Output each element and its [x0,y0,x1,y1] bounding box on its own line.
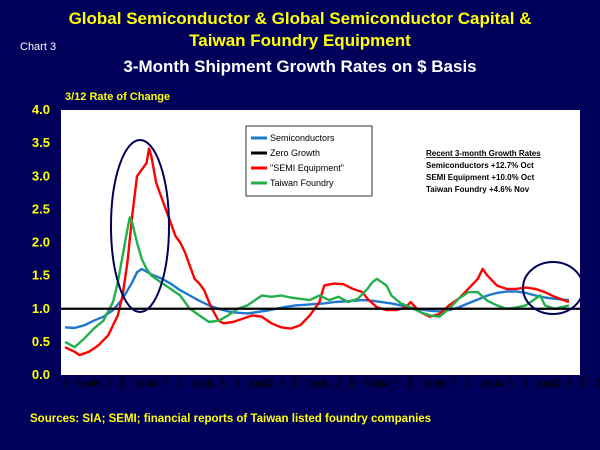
y-tick-7: 3.5 [32,135,50,150]
month-tick-2014-jul: Jul [379,377,386,386]
y-axis-label: 3/12 Rate of Change [65,91,170,103]
month-tick-2009-oct: Oct [105,378,112,388]
notes-heading: Recent 3-month Growth Rates [426,149,541,158]
notes-line-semi-equipment: SEMI Equipment +10.0% Oct [426,173,535,182]
month-tick-2010-apr: Apr [134,377,141,388]
highlight-ellipse-2018 [522,261,584,315]
month-tick-2014-oct: Oct [393,378,400,388]
month-tick-2018-jan: Jan [580,378,587,389]
notes-line-taiwan-foundry: Taiwan Foundry +4.6% Nov [426,185,530,194]
year-label-2010: 2010 [140,380,158,389]
y-tick-3: 1.5 [32,268,50,283]
highlight-ellipse-2010 [110,139,170,313]
series-layer [64,147,570,357]
month-tick-2015-apr: Apr [422,377,429,388]
month-tick-2013-jul: Jul [321,377,328,386]
series-line-1 [64,147,570,357]
month-tick-2010-oct: Oct [163,378,170,388]
year-label-2014: 2014 [371,380,389,389]
month-tick-2011-jan: Jan [177,378,184,389]
notes-line-semiconductors: Semiconductors +12.7% Oct [426,161,534,170]
year-label-2016: 2016 [486,380,504,389]
subtitle: 3-Month Shipment Growth Rates on $ Basis [123,57,476,76]
month-tick-2013-oct: Oct [336,378,343,388]
legend-label-3: Taiwan Foundry [270,178,334,188]
month-tick-2013-apr: Apr [307,377,314,388]
month-tick-2017-jul: Jul [552,377,559,386]
legend-label-1: Zero Growth [270,148,320,158]
month-tick-2015-jul: Jul [436,377,443,386]
month-tick-2011-jul: Jul [206,377,213,386]
series-line-2 [64,216,570,349]
year-label-2009: 2009 [83,380,101,389]
y-tick-4: 2.0 [32,235,50,250]
series-line-0 [64,267,570,330]
chart-number: Chart 3 [20,41,56,53]
month-tick-2009-jan: Jan [62,378,69,389]
month-tick-2012-jul: Jul [264,377,271,386]
month-tick-2015-oct: Oct [451,378,458,388]
growth-notes: Recent 3-month Growth Rates Semiconducto… [426,149,541,194]
month-tick-2014-apr: Apr [364,377,371,388]
y-tick-2: 1.0 [32,301,50,316]
y-tick-labels: 0.0 0.5 1.0 1.5 2.0 2.5 3.0 3.5 4.0 [32,102,50,382]
year-label-2017: 2017 [543,380,561,389]
month-tick-2010-jan: Jan [120,378,127,389]
legend-label-2: "SEMI Equipment" [270,163,344,173]
month-tick-2013-jan: Jan [292,378,299,389]
month-tick-2012-apr: Apr [249,377,256,388]
month-tick-2017-oct: Oct [566,378,573,388]
month-tick-2015-jan: Jan [408,378,415,389]
legend-label-0: Semiconductors [270,133,335,143]
month-tick-2017-apr: Apr [537,377,544,388]
month-tick-2009-apr: Apr [76,377,83,388]
month-tick-2012-jan: Jan [235,378,242,389]
month-tick-2018-apr: Apr [595,377,600,388]
year-label-2013: 2013 [313,380,331,389]
year-label-2012: 2012 [255,380,273,389]
y-tick-0: 0.0 [32,367,50,382]
title-line2: Taiwan Foundry Equipment [189,31,411,50]
month-tick-2014-jan: Jan [350,378,357,389]
y-tick-6: 3.0 [32,168,50,183]
title-line1: Global Semiconductor & Global Semiconduc… [69,9,532,28]
month-tick-2016-apr: Apr [480,377,487,388]
y-tick-8: 4.0 [32,102,50,117]
y-tick-5: 2.5 [32,201,50,216]
month-tick-2012-oct: Oct [278,378,285,388]
month-tick-2011-apr: Apr [192,377,199,388]
month-tick-2011-oct: Oct [220,378,227,388]
month-tick-2010-jul: Jul [148,377,155,386]
month-tick-2017-jan: Jan [523,378,530,389]
month-tick-2016-jul: Jul [494,377,501,386]
year-label-2015: 2015 [428,380,446,389]
legend: Semiconductors Zero Growth "SEMI Equipment… [245,125,373,197]
month-tick-2016-oct: Oct [508,378,515,388]
x-axis: Jan Apr Jul Oct 2009 Jan Apr Jul Oct 2010 Jan Apr Ju… [62,375,600,390]
source-text: Sources: SIA; SEMI; financial reports of… [30,413,431,425]
y-tick-1: 0.5 [32,334,50,349]
month-tick-2009-jul: Jul [91,377,98,386]
year-label-2011: 2011 [198,380,216,389]
month-tick-2016-jan: Jan [465,378,472,389]
